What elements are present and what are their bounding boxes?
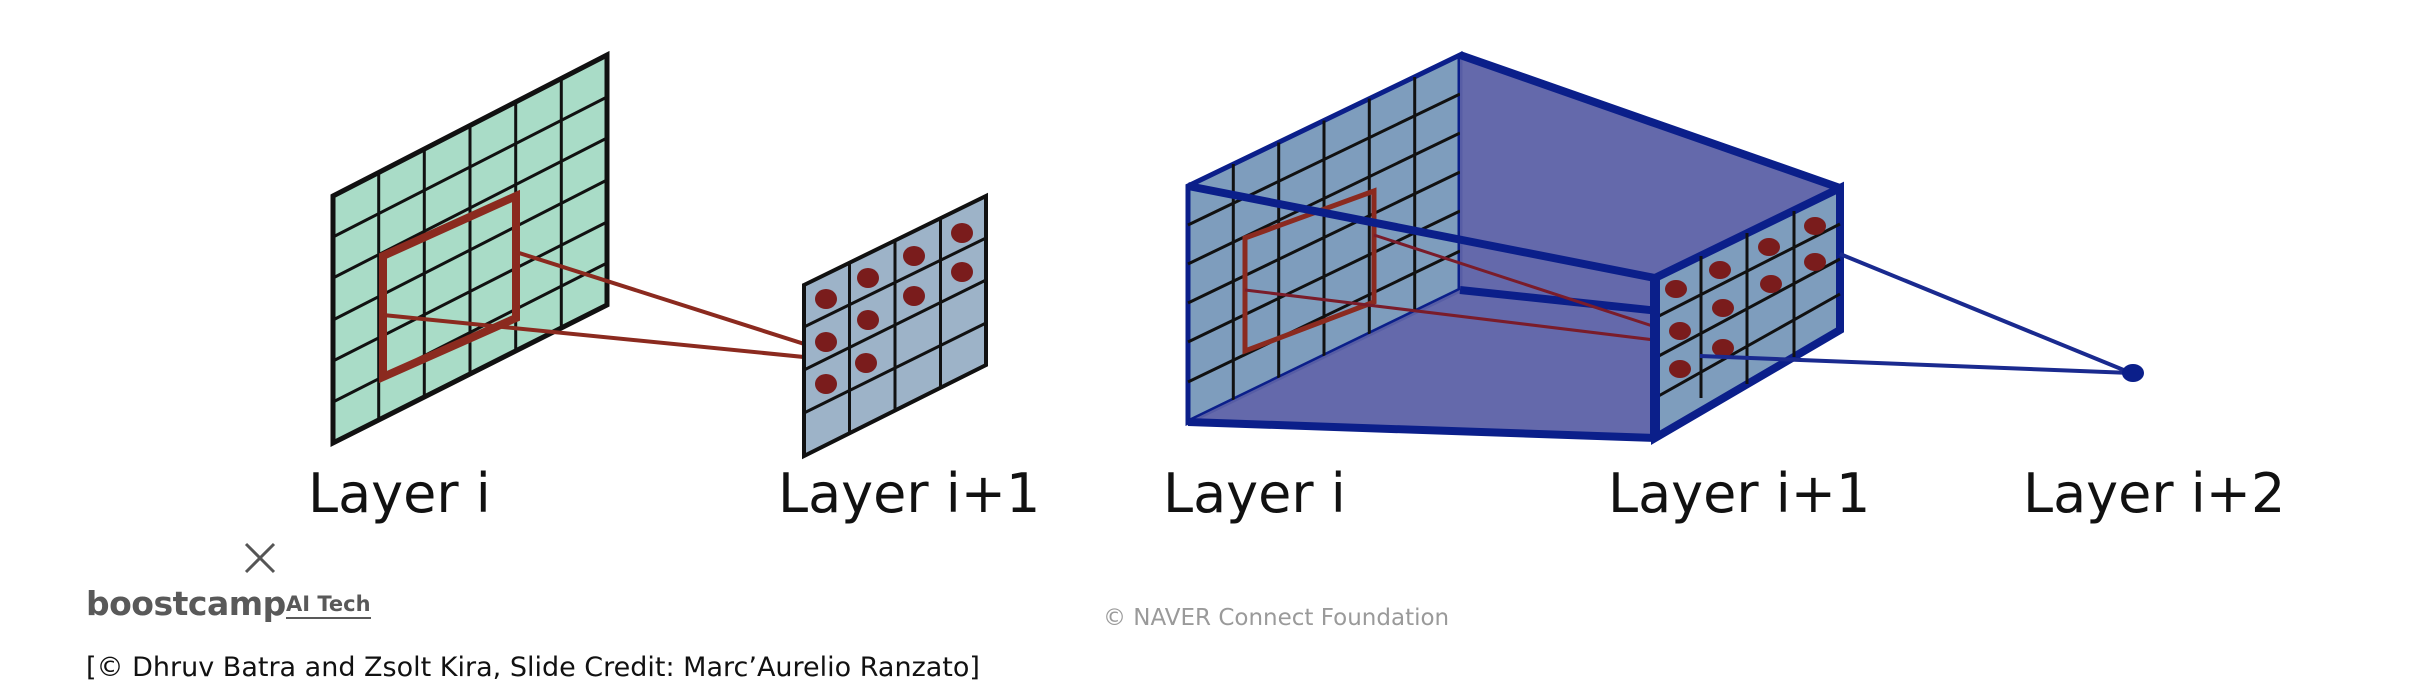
layer-i-plus-2-node bbox=[2122, 364, 2144, 382]
slide-credit: [© Dhruv Batra and Zsolt Kira, Slide Cre… bbox=[86, 652, 980, 683]
left-label-layer-i: Layer i bbox=[308, 462, 491, 525]
ai-tech-logo: AI Tech bbox=[286, 592, 371, 619]
right-activation-dots bbox=[1665, 217, 1826, 378]
left-diagram: Layer i Layer i+1 bbox=[308, 50, 1040, 525]
right-connection-lines bbox=[1699, 252, 2132, 375]
left-label-layer-i-plus-1: Layer i+1 bbox=[778, 462, 1040, 525]
copyright-notice: © NAVER Connect Foundation bbox=[1103, 605, 1450, 631]
right-diagram: Layer i Layer i+1 Layer i+2 bbox=[1163, 51, 2285, 525]
right-label-layer-i-plus-1: Layer i+1 bbox=[1608, 462, 1870, 525]
right-layer-i-plus-1-grid bbox=[1650, 181, 1844, 445]
right-label-layer-i-plus-2: Layer i+2 bbox=[2023, 462, 2285, 525]
right-label-layer-i: Layer i bbox=[1163, 462, 1346, 525]
boostcamp-logo: boostcamp bbox=[86, 584, 286, 623]
left-layer-i-plus-1-grid bbox=[802, 192, 988, 460]
left-activation-dots bbox=[815, 223, 973, 394]
left-layer-i-grid bbox=[330, 50, 610, 448]
close-x-icon bbox=[244, 542, 276, 574]
